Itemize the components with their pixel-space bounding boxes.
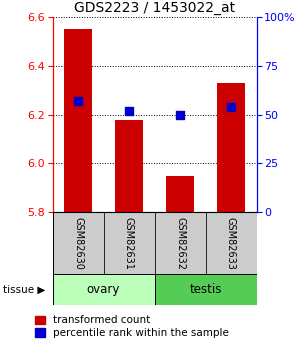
Point — [76, 98, 80, 104]
Bar — [154, 274, 256, 305]
Title: GDS2223 / 1453022_at: GDS2223 / 1453022_at — [74, 1, 235, 15]
Legend: transformed count, percentile rank within the sample: transformed count, percentile rank withi… — [35, 315, 229, 338]
Bar — [115, 120, 143, 212]
Text: GSM82633: GSM82633 — [226, 217, 236, 270]
Bar — [166, 176, 194, 212]
Text: testis: testis — [189, 283, 222, 296]
Bar — [206, 212, 256, 274]
Text: GSM82632: GSM82632 — [175, 217, 185, 270]
Bar — [52, 274, 154, 305]
Bar — [52, 212, 104, 274]
Point — [127, 108, 131, 114]
Point — [178, 112, 182, 117]
Text: tissue ▶: tissue ▶ — [3, 285, 45, 295]
Bar — [154, 212, 206, 274]
Bar — [217, 83, 245, 212]
Bar — [64, 29, 92, 212]
Text: GSM82631: GSM82631 — [124, 217, 134, 270]
Bar — [103, 212, 154, 274]
Point — [229, 104, 233, 110]
Text: ovary: ovary — [87, 283, 120, 296]
Text: GSM82630: GSM82630 — [73, 217, 83, 270]
